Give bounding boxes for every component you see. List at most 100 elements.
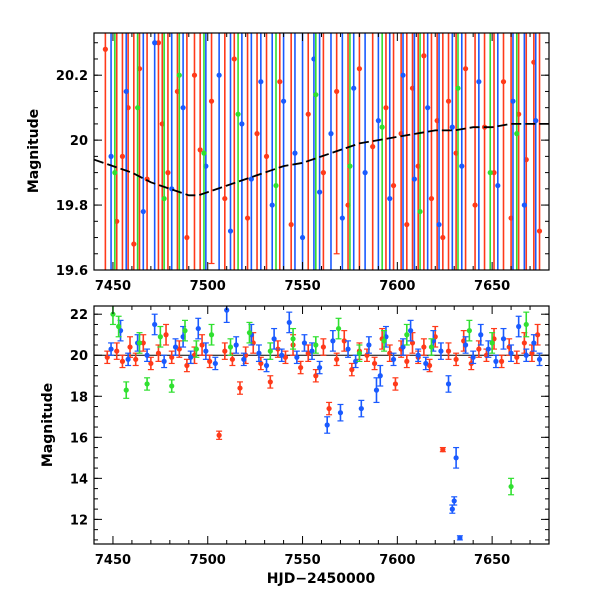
bottom-series-0-point-38 [386, 344, 393, 362]
top-series-1-point-26 [425, 33, 431, 270]
top-series-0-point-37 [440, 33, 446, 270]
bottom-series-0-point-24 [282, 350, 289, 365]
bottom-series-0-point-21 [257, 356, 264, 371]
bottom-series-2-point-16 [356, 344, 363, 362]
bottom-series-1-point-25 [316, 360, 323, 375]
bottom-series-1-point-26 [324, 416, 331, 434]
top-series-0-point-11 [184, 33, 190, 270]
bottom-series-2-point-1 [115, 315, 122, 338]
top-series-0-point-44 [500, 33, 507, 270]
bottom-series-1-point-24 [309, 342, 316, 360]
top-series-1-point-18 [328, 33, 334, 270]
bottom-series-1-point-12 [212, 356, 219, 371]
top-series-0-point-24 [333, 33, 340, 255]
bottom-data-layer [94, 306, 549, 541]
bottom-series-2-point-5 [157, 325, 164, 348]
top-series-1-point-15 [299, 33, 306, 270]
top-series-2-point-2 [161, 33, 167, 270]
bottom-series-1-point-0 [108, 342, 115, 356]
bottom-series-1-point-49 [470, 350, 477, 365]
bottom-series-0-point-60 [534, 323, 541, 346]
bottom-x-tick-label: 7550 [284, 553, 320, 568]
bottom-x-tick-label: 7450 [95, 553, 131, 568]
bottom-series-0-point-9 [168, 350, 175, 365]
top-series-1-point-9 [239, 33, 245, 270]
top-series-1-point-0 [108, 33, 114, 270]
bottom-y-tick-label: 12 [70, 513, 88, 528]
bottom-series-2-point-8 [193, 340, 200, 358]
bottom-series-1-point-40 [422, 356, 429, 371]
bottom-series-0-point-35 [364, 348, 370, 362]
bottom-series-1-point-19 [271, 327, 278, 350]
top-series-0-point-6 [144, 33, 150, 270]
bottom-series-2-point-3 [136, 332, 143, 354]
bottom-series-1-point-43 [445, 375, 452, 393]
bottom-series-1-point-17 [255, 344, 262, 362]
top-series-0-point-9 [165, 33, 171, 270]
bottom-series-0-point-23 [274, 340, 281, 358]
bottom-series-2-point-23 [523, 311, 530, 338]
bottom-series-0-point-5 [140, 334, 147, 352]
bottom-series-0-point-44 [420, 338, 427, 356]
top-series-0-point-42 [481, 33, 488, 270]
bottom-series-0-point-7 [155, 344, 162, 362]
bottom-series-1-point-27 [329, 330, 336, 352]
bottom-y-tick-label: 18 [70, 390, 88, 405]
bottom-series-0-point-41 [403, 354, 410, 369]
bottom-series-1-point-4 [144, 348, 151, 362]
bottom-series-0-point-0 [104, 350, 111, 365]
top-series-2-point-4 [201, 33, 207, 270]
bottom-series-1-point-32 [365, 336, 372, 354]
top-series-2-point-13 [514, 33, 520, 270]
top-series-1-point-32 [510, 33, 516, 270]
top-series-1-point-25 [411, 33, 417, 270]
bottom-series-2-point-4 [144, 377, 151, 391]
bottom-series-1-point-45 [451, 496, 458, 506]
bottom-series-1-point-5 [151, 313, 158, 336]
top-series-1-point-14 [292, 33, 298, 270]
bottom-tick-layer: 7450 7500 7550 7600 7650 12 14 16 18 20 22 [70, 306, 550, 568]
bottom-series-1-point-54 [508, 344, 515, 362]
bottom-series-2-point-11 [246, 321, 253, 344]
bottom-series-1-point-21 [286, 311, 293, 334]
bottom-series-2-point-13 [290, 327, 297, 350]
top-y-tick-label: 20 [70, 134, 88, 149]
bottom-series-1-point-58 [536, 352, 543, 367]
bottom-series-0-point-29 [320, 338, 327, 356]
bottom-series-0-point-30 [326, 401, 333, 416]
bottom-series-2-point-17 [381, 330, 388, 352]
top-x-tick-label: 7600 [379, 279, 415, 294]
bottom-series-1-point-57 [530, 334, 537, 352]
top-series-0-point-14 [208, 33, 215, 265]
top-series-2-point-0 [112, 33, 118, 270]
bottom-series-1-point-36 [390, 352, 397, 367]
bottom-series-1-point-2 [125, 352, 132, 367]
top-series-0-point-49 [536, 33, 543, 270]
top-y-tick-label: 19.8 [56, 199, 88, 214]
bottom-series-0-point-3 [127, 336, 134, 358]
top-series-2-point-7 [313, 33, 319, 270]
top-series-0-point-0 [102, 33, 108, 270]
top-series-0-point-20 [277, 33, 283, 270]
top-series-2-point-12 [487, 33, 493, 270]
bottom-series-0-point-10 [176, 340, 183, 358]
top-series-1-point-30 [476, 33, 482, 270]
bottom-series-0-point-55 [498, 354, 505, 369]
top-x-tick-label: 7550 [284, 279, 320, 294]
bottom-series-1-point-34 [377, 364, 384, 387]
bottom-series-2-point-18 [403, 323, 410, 346]
bottom-series-1-point-15 [240, 352, 247, 367]
top-series-2-point-6 [273, 33, 279, 270]
bottom-y-tick-label: 16 [70, 431, 88, 446]
top-series-0-point-41 [472, 33, 478, 270]
bottom-series-0-point-49 [453, 352, 460, 367]
bottom-series-0-point-28 [312, 369, 319, 383]
top-panel-frame [93, 32, 550, 271]
bottom-series-0-point-16 [221, 342, 228, 360]
bottom-y-tick-label: 20 [70, 349, 88, 364]
bottom-series-2-point-22 [508, 477, 515, 496]
bottom-series-0-point-31 [333, 352, 340, 367]
top-series-2-point-9 [379, 33, 385, 270]
top-series-0-point-12 [191, 33, 198, 270]
top-x-tick-label: 7500 [190, 279, 226, 294]
